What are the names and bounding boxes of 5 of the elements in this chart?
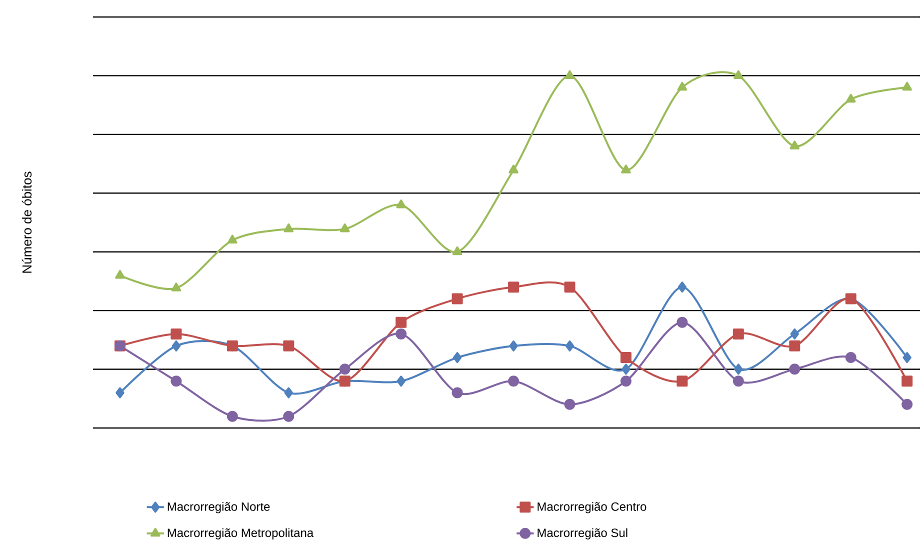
legend-label: Macrorregião Centro <box>538 502 646 514</box>
legend-label: Macrorregião Sul <box>538 528 628 540</box>
legend-label: Macrorregião Norte <box>168 502 270 514</box>
y-axis-title: Número de óbitos <box>22 172 32 273</box>
legend-label: Macrorregião Metropolitana <box>168 528 314 540</box>
